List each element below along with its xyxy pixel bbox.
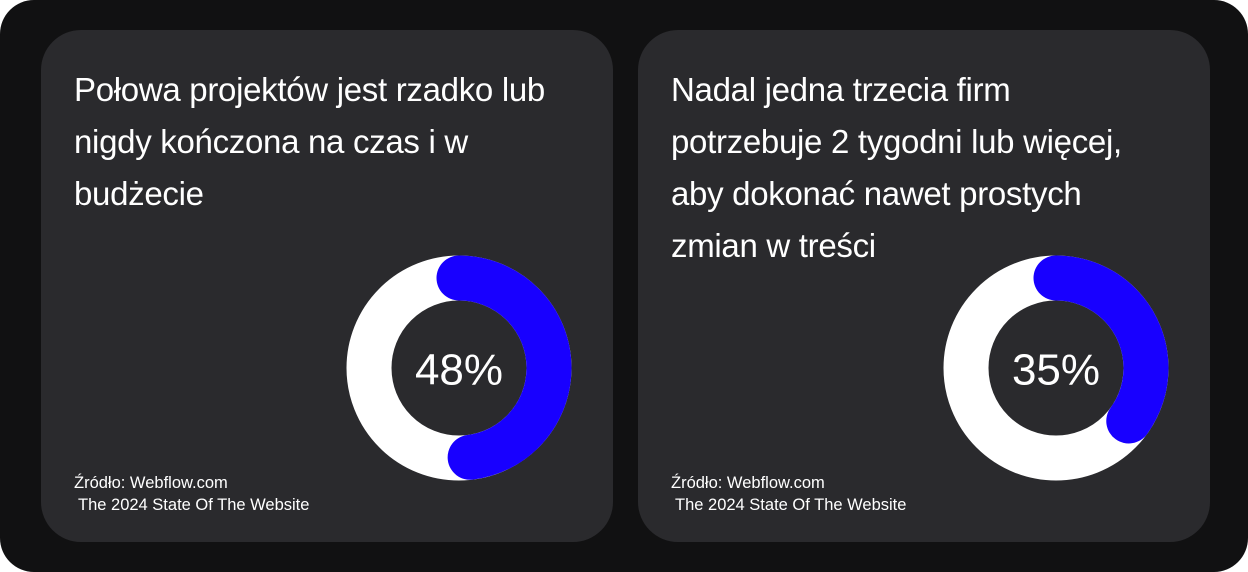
donut-chart: 48% [346, 255, 572, 481]
source-line: The 2024 State Of The Website [675, 496, 907, 514]
value-label: 48% [415, 346, 503, 395]
source: Źródło: Webflow.com The 2024 State Of The… [74, 472, 309, 516]
card-title: Połowa projektów jest rzadko lub nigdy k… [74, 71, 545, 212]
card-title: Nadal jedna trzecia firm potrzebuje 2 ty… [671, 71, 1122, 264]
source-line: The 2024 State Of The Website [78, 496, 310, 514]
card: Połowa projektów jest rzadko lub nigdy k… [41, 30, 613, 542]
donut-arc [943, 255, 1169, 481]
source-line: Źródło: Webflow.com [671, 474, 825, 492]
card: Nadal jedna trzecia firm potrzebuje 2 ty… [638, 30, 1210, 542]
source-line: Źródło: Webflow.com [74, 474, 228, 492]
value-label: 35% [1012, 346, 1100, 395]
donut-arc [346, 255, 572, 481]
source: Źródło: Webflow.com The 2024 State Of The… [671, 472, 906, 516]
donut-chart: 35% [943, 255, 1169, 481]
